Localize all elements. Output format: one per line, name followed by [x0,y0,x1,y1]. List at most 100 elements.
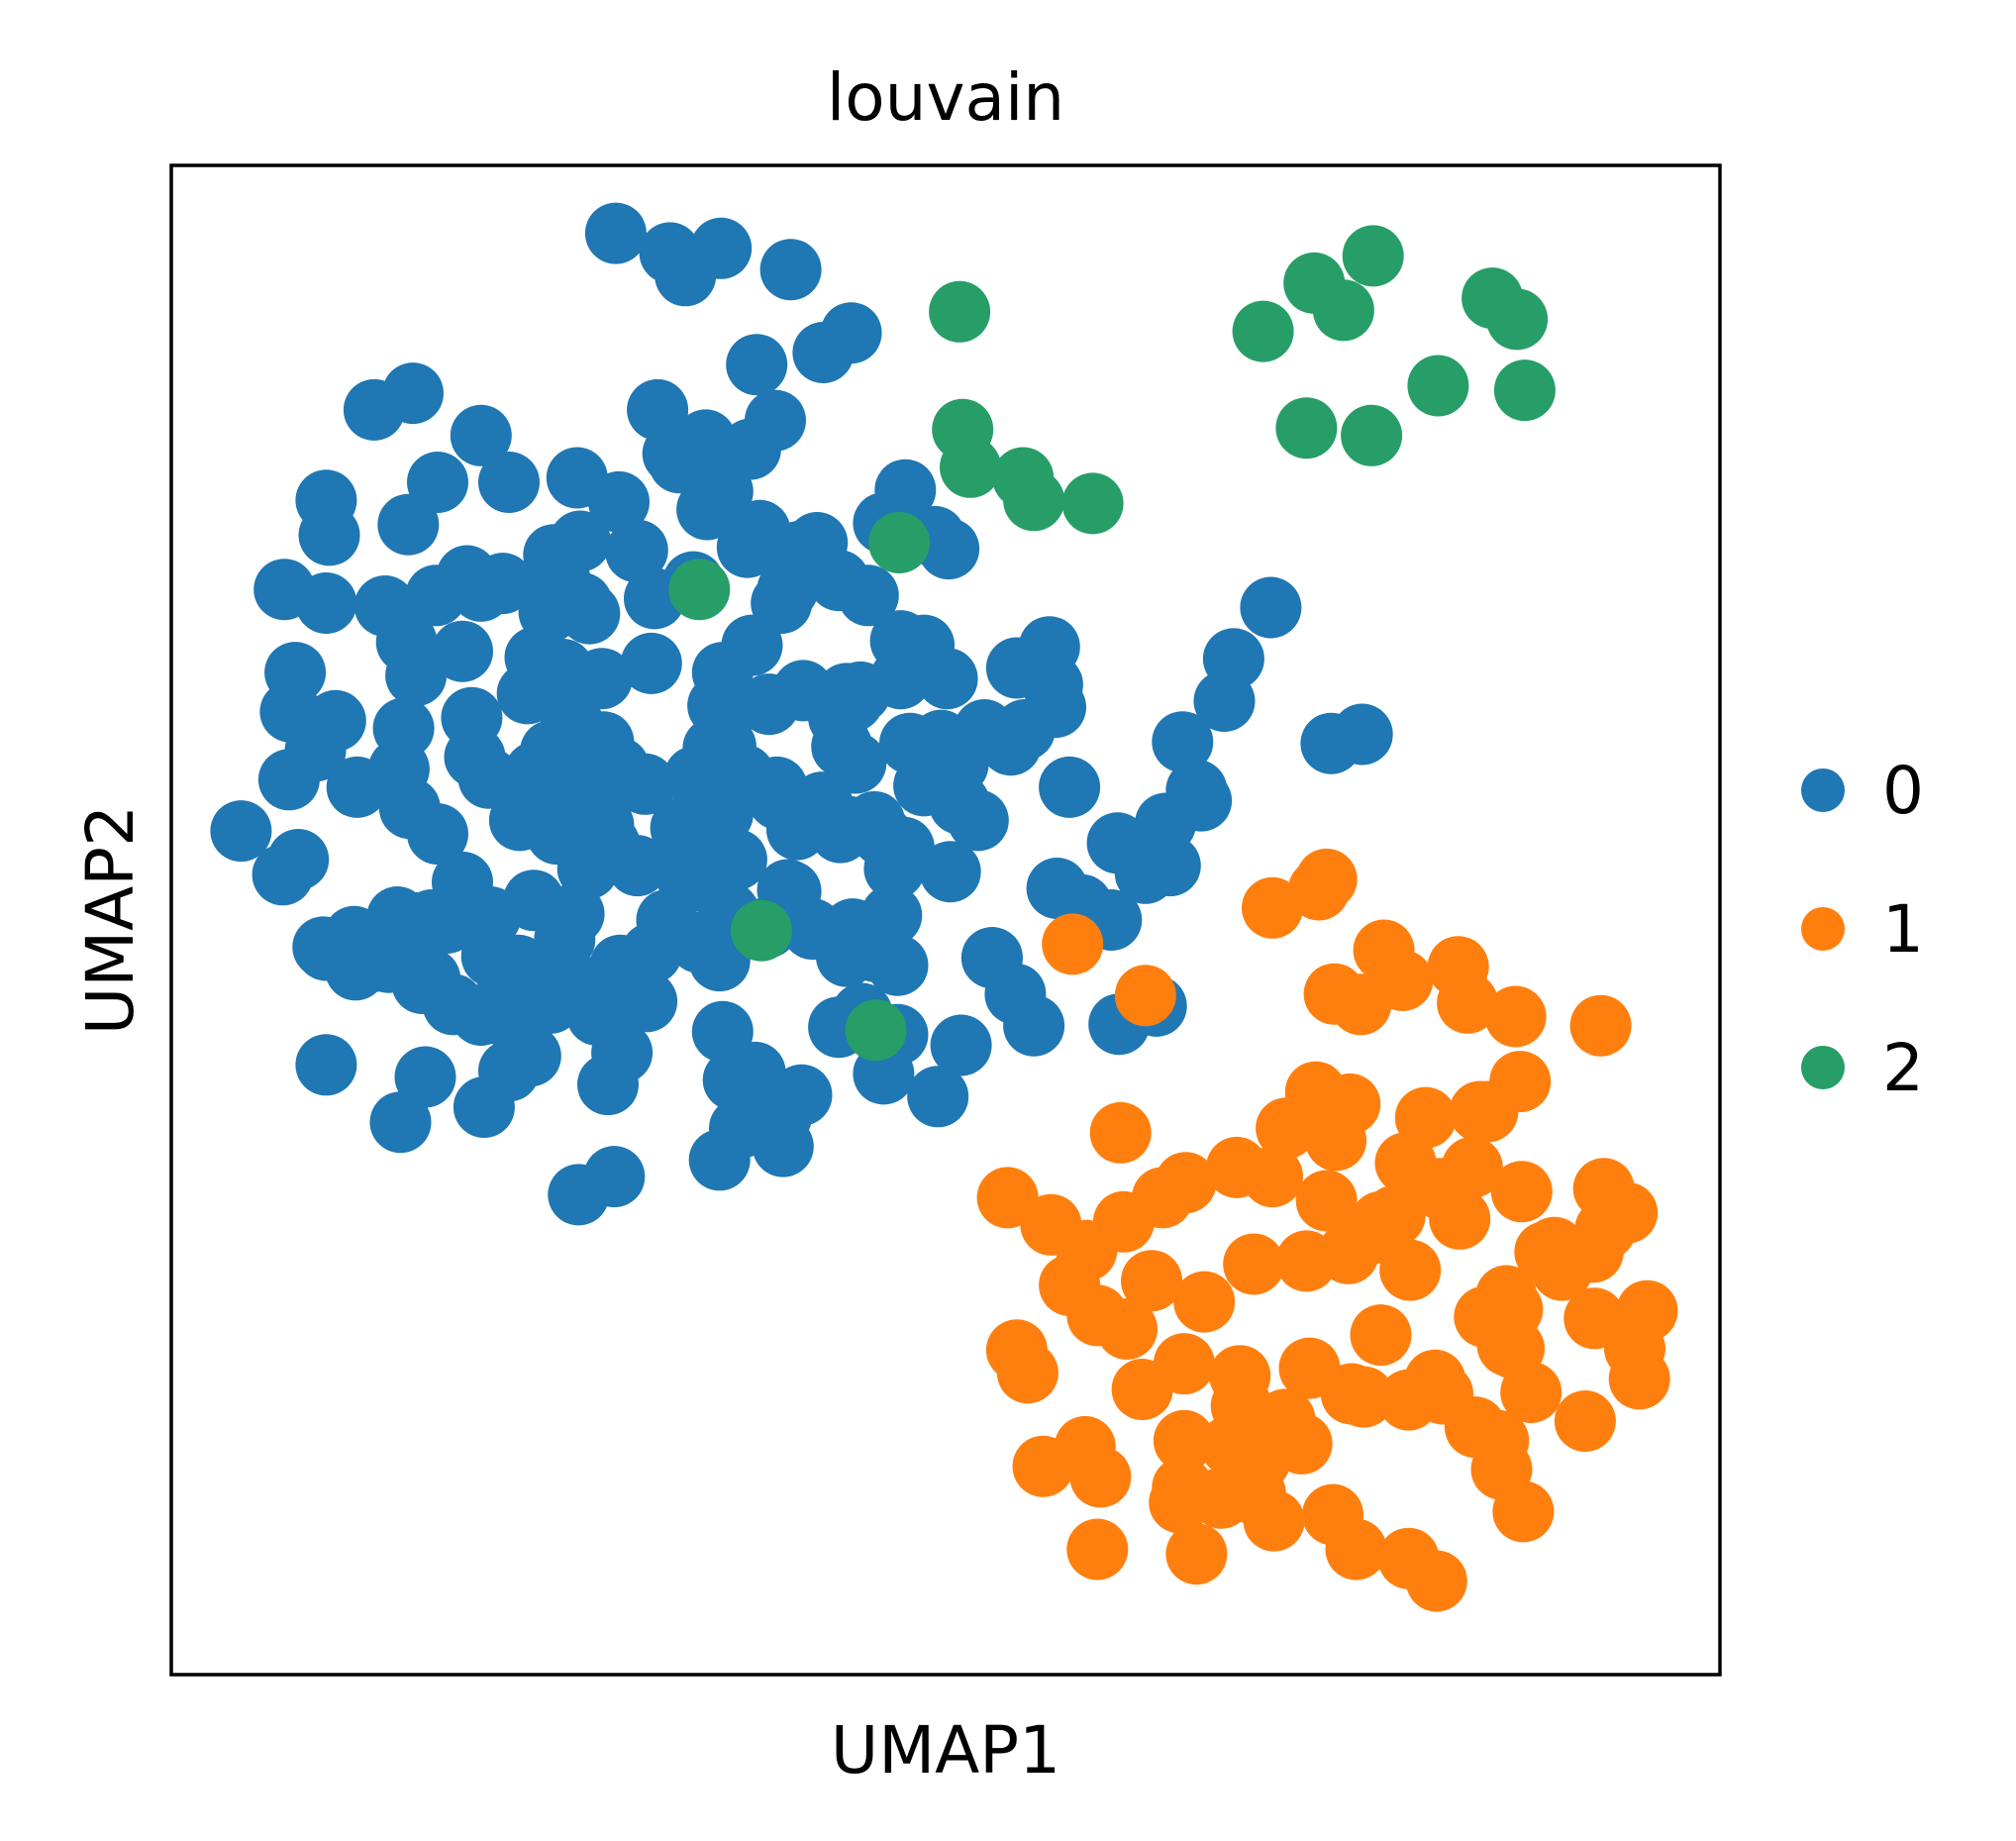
cluster-0-point [792,322,855,383]
cluster-0-point [383,922,446,984]
cluster-2-point [1493,359,1556,422]
cluster-0-point [907,1066,969,1128]
cluster-0-point [323,905,385,968]
cluster-2-point [929,280,991,343]
legend-marker-2 [1801,1046,1845,1089]
cluster-0-point [588,470,650,533]
cluster-0-point [298,504,360,566]
cluster-0-point [295,1034,357,1096]
cluster-0-point [257,749,320,811]
cluster-1-point [1153,1333,1215,1395]
cluster-0-point [893,614,956,676]
cluster-1-point [1256,1097,1318,1160]
cluster-0-point [893,755,956,817]
cluster-1-point [1437,972,1499,1034]
cluster-2-point [1232,300,1294,362]
cluster-0-point [786,512,849,573]
cluster-0-point [808,686,870,749]
cluster-0-point [860,884,923,947]
cluster-0-point [450,404,512,466]
cluster-1-point [1114,965,1176,1027]
cluster-0-point [726,334,788,396]
cluster-2-point [668,559,731,621]
cluster-1-point [1173,1271,1236,1333]
cluster-0-point [705,829,767,890]
cluster-0-point [605,521,667,583]
cluster-1-point [996,1342,1058,1404]
cluster-0-point [719,418,781,480]
cluster-0-point [577,1054,639,1116]
cluster-0-point [520,720,582,782]
cluster-0-point [385,645,448,707]
cluster-0-point [655,245,717,307]
cluster-0-point [756,559,819,621]
cluster-1-point [1429,1187,1491,1250]
legend-label-0: 0 [1882,753,1924,829]
cluster-1-point [1132,1167,1193,1229]
cluster-1-point [1379,1239,1442,1301]
cluster-2-point [1061,472,1124,535]
cluster-1-point [1278,1337,1341,1399]
cluster-0-point [979,714,1042,776]
cluster-0-point [770,1064,833,1126]
cluster-0-point [566,984,629,1046]
cluster-1-point [1096,1298,1158,1360]
cluster-0-point [504,626,566,688]
cluster-0-point [295,572,357,634]
cluster-1-point [1054,1415,1116,1478]
cluster-0-point [457,747,520,809]
cluster-0-point [405,564,467,627]
cluster-0-point [394,1046,456,1108]
cluster-0-point [1039,756,1101,818]
cluster-0-point [252,844,314,906]
cluster-0-point [919,841,981,903]
cluster-0-point [583,1146,646,1208]
cluster-0-point [872,816,935,878]
cluster-0-point [1003,994,1065,1057]
cluster-0-point [1240,576,1302,639]
cluster-2-point [940,436,1001,498]
cluster-0-point [210,800,272,863]
cluster-0-point [918,518,980,580]
cluster-1-point [1305,1109,1367,1172]
cluster-1-point [1449,1080,1511,1143]
cluster-1-point [1330,973,1392,1036]
cluster-0-point [930,1014,992,1076]
cluster-0-point [716,516,778,578]
cluster-2-point [1003,469,1065,532]
cluster-2-point [730,899,792,962]
cluster-0-point [432,620,493,682]
cluster-2-point [1341,404,1403,466]
cluster-0-point [1152,711,1214,773]
cluster-0-point [377,493,440,556]
cluster-1-point [1089,1101,1152,1164]
cluster-1-point [1295,848,1358,910]
legend-label-2: 2 [1882,1030,1924,1106]
chart-title: louvain [827,59,1064,136]
cluster-0-point [759,239,822,301]
cluster-1-point [1242,876,1303,939]
cluster-0-point [460,925,523,987]
cluster-1-point [1066,1518,1129,1581]
cluster-0-point [709,1097,770,1160]
cluster-0-point [326,756,388,818]
cluster-1-point [1608,1348,1670,1410]
cluster-1-point [1481,1278,1544,1341]
cluster-0-point [526,803,588,866]
legend-marker-0 [1801,768,1845,812]
cluster-0-point [584,202,647,264]
cluster-1-point [1574,1198,1637,1261]
cluster-0-point [1331,703,1393,766]
cluster-1-point [1153,1409,1215,1472]
cluster-0-point [529,550,591,612]
plot-frame [169,163,1722,1677]
cluster-0-point [1139,835,1201,897]
cluster-2-point [1312,279,1374,342]
legend-marker-1 [1801,907,1845,951]
cluster-0-point [558,758,621,820]
cluster-1-point [1325,1518,1387,1581]
cluster-1-point [1121,1250,1182,1312]
cluster-1-point [1165,1523,1228,1585]
cluster-1-point [1377,1527,1440,1589]
